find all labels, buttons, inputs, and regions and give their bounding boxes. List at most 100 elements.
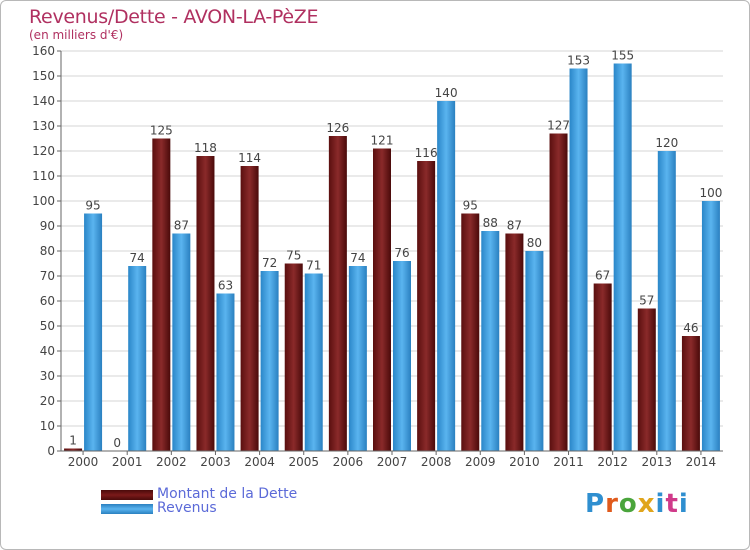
y-tick-label: 20 xyxy=(40,394,55,408)
data-label: 57 xyxy=(639,294,654,308)
y-tick-label: 150 xyxy=(32,69,55,83)
y-tick-label: 110 xyxy=(32,169,55,183)
chart-title: Revenus/Dette - AVON-LA-PèZE xyxy=(29,6,319,28)
data-label: 95 xyxy=(463,199,478,213)
gridlines xyxy=(61,50,723,452)
data-label: 74 xyxy=(130,251,145,265)
y-tick-label: 160 xyxy=(32,44,55,58)
x-tick-label: 2003 xyxy=(200,455,231,469)
bar-dette xyxy=(593,283,612,451)
data-label: 153 xyxy=(567,54,590,68)
x-tick-label: 2014 xyxy=(686,455,717,469)
x-axis-ticks: 2000 2001 2002 2003 2004 2005 2006 2007 2008 2009… xyxy=(68,451,716,469)
logo-letter: i xyxy=(678,489,689,519)
x-tick-label: 2009 xyxy=(465,455,496,469)
data-label: 125 xyxy=(150,124,173,138)
bar-dette xyxy=(284,263,303,451)
legend-swatch-revenus xyxy=(101,504,153,514)
data-label: 121 xyxy=(371,134,394,148)
bar-dette xyxy=(461,213,480,451)
bar-dette xyxy=(417,161,436,451)
y-tick-label: 80 xyxy=(40,244,55,258)
bar-dette xyxy=(328,136,347,451)
y-tick-label: 100 xyxy=(32,194,55,208)
logo-letter: P xyxy=(585,489,606,519)
bar-dette xyxy=(549,133,568,451)
bar-revenus xyxy=(216,293,235,451)
x-tick-label: 2007 xyxy=(377,455,408,469)
logo-letter: r xyxy=(605,489,619,519)
logo-letter: i xyxy=(655,489,666,519)
data-label: 87 xyxy=(174,219,189,233)
bar-revenus xyxy=(348,266,367,451)
data-label: 120 xyxy=(655,136,678,150)
bar-dette xyxy=(637,308,656,451)
axes xyxy=(60,51,723,452)
data-label: 74 xyxy=(350,251,365,265)
proxiti-logo: Proxiti xyxy=(585,489,689,519)
bars xyxy=(64,63,720,451)
y-tick-label: 140 xyxy=(32,94,55,108)
bar-revenus xyxy=(304,273,323,451)
x-tick-label: 2001 xyxy=(112,455,143,469)
data-label: 118 xyxy=(194,141,217,155)
y-tick-label: 120 xyxy=(32,144,55,158)
bar-dette xyxy=(196,156,215,451)
bar-revenus xyxy=(481,231,500,451)
y-tick-label: 0 xyxy=(47,444,55,458)
bar-revenus xyxy=(701,201,720,451)
bar-revenus xyxy=(128,266,147,451)
bar-dette xyxy=(505,233,524,451)
y-tick-label: 40 xyxy=(40,344,55,358)
legend-label-revenus: Revenus xyxy=(157,500,217,516)
data-label: 46 xyxy=(683,321,698,335)
y-tick-label: 50 xyxy=(40,319,55,333)
data-label: 67 xyxy=(595,269,610,283)
data-label: 155 xyxy=(611,49,634,63)
data-label: 1 xyxy=(69,434,77,448)
x-tick-label: 2008 xyxy=(421,455,452,469)
data-label: 95 xyxy=(85,199,100,213)
logo-letter: t xyxy=(665,489,679,519)
data-label: 114 xyxy=(238,151,261,165)
legend-swatch-dette xyxy=(101,490,153,500)
x-tick-label: 2011 xyxy=(553,455,584,469)
y-tick-label: 90 xyxy=(40,219,55,233)
logo-letter: x xyxy=(637,489,656,519)
x-tick-label: 2005 xyxy=(288,455,319,469)
x-tick-label: 2012 xyxy=(597,455,628,469)
x-tick-label: 2000 xyxy=(68,455,99,469)
data-label: 71 xyxy=(306,259,321,273)
y-tick-label: 130 xyxy=(32,119,55,133)
bar-revenus xyxy=(613,63,632,451)
y-tick-label: 10 xyxy=(40,419,55,433)
x-tick-label: 2013 xyxy=(642,455,673,469)
bar-revenus xyxy=(260,271,279,451)
x-tick-label: 2004 xyxy=(244,455,275,469)
y-tick-label: 60 xyxy=(40,294,55,308)
bar-dette xyxy=(152,138,171,451)
bar-revenus xyxy=(393,261,411,451)
logo-letter: o xyxy=(618,489,638,519)
data-label: 75 xyxy=(286,249,301,263)
bar-dette xyxy=(681,336,700,451)
data-label: 76 xyxy=(394,246,409,260)
bar-revenus xyxy=(525,251,544,451)
bar-revenus xyxy=(84,213,103,451)
y-axis-ticks: 0 10 20 30 40 50 60 70 80 90 100 110 120 130 140 150 160 xyxy=(32,44,61,458)
bar-revenus xyxy=(172,233,191,451)
chart-subtitle: (en milliers d'€) xyxy=(29,28,124,42)
bar-revenus xyxy=(437,101,456,451)
data-label: 88 xyxy=(483,216,498,230)
bar-dette xyxy=(373,148,391,451)
legend-label-dette: Montant de la Dette xyxy=(157,486,298,502)
data-label: 100 xyxy=(699,186,722,200)
bar-revenus xyxy=(569,68,588,451)
bar-revenus xyxy=(657,151,676,451)
y-tick-label: 70 xyxy=(40,269,55,283)
data-label: 63 xyxy=(218,279,233,293)
x-tick-label: 2010 xyxy=(509,455,540,469)
bar-dette xyxy=(240,166,259,451)
